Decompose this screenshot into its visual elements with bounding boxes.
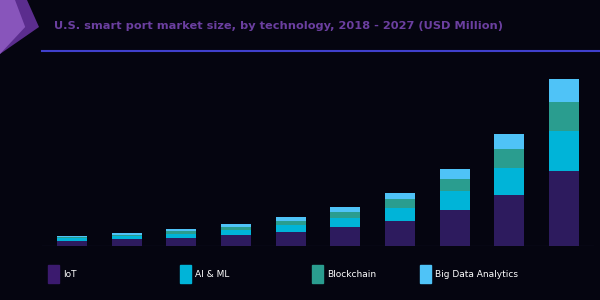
Bar	[440, 169, 470, 179]
Bar	[494, 195, 524, 246]
Bar	[166, 234, 196, 238]
Text: AI & ML: AI & ML	[195, 270, 229, 279]
Bar	[57, 241, 87, 246]
Bar	[440, 191, 470, 210]
Bar	[112, 239, 142, 246]
Bar	[440, 210, 470, 246]
Bar	[221, 235, 251, 246]
Bar	[385, 199, 415, 208]
Bar	[166, 231, 196, 234]
Bar	[275, 225, 306, 232]
Bar	[549, 79, 579, 102]
Bar	[420, 265, 431, 283]
Bar	[494, 168, 524, 195]
Bar	[549, 102, 579, 130]
Bar	[275, 220, 306, 225]
Bar	[221, 224, 251, 227]
Bar	[549, 171, 579, 246]
Bar	[221, 227, 251, 230]
Bar	[440, 179, 470, 191]
Bar	[57, 238, 87, 241]
Bar	[330, 207, 361, 212]
Bar	[112, 236, 142, 239]
Polygon shape	[0, 0, 25, 54]
Bar	[330, 212, 361, 218]
Bar	[330, 218, 361, 227]
Bar	[57, 237, 87, 238]
Text: Blockchain: Blockchain	[327, 270, 376, 279]
Bar	[275, 232, 306, 246]
Text: Big Data Analytics: Big Data Analytics	[435, 270, 518, 279]
Bar	[549, 130, 579, 171]
Bar	[57, 236, 87, 237]
Bar	[385, 220, 415, 246]
Bar	[221, 230, 251, 235]
Bar	[112, 233, 142, 235]
Bar	[330, 227, 361, 246]
Bar	[385, 193, 415, 199]
Text: IoT: IoT	[63, 270, 77, 279]
Bar	[494, 134, 524, 149]
Bar	[112, 235, 142, 236]
Text: U.S. smart port market size, by technology, 2018 - 2027 (USD Million): U.S. smart port market size, by technolo…	[54, 21, 503, 31]
Polygon shape	[0, 0, 39, 54]
Bar	[385, 208, 415, 220]
Bar	[275, 217, 306, 220]
Bar	[166, 238, 196, 246]
Bar	[312, 265, 323, 283]
Bar	[166, 229, 196, 231]
Bar	[180, 265, 191, 283]
Bar	[48, 265, 59, 283]
Bar	[494, 149, 524, 168]
